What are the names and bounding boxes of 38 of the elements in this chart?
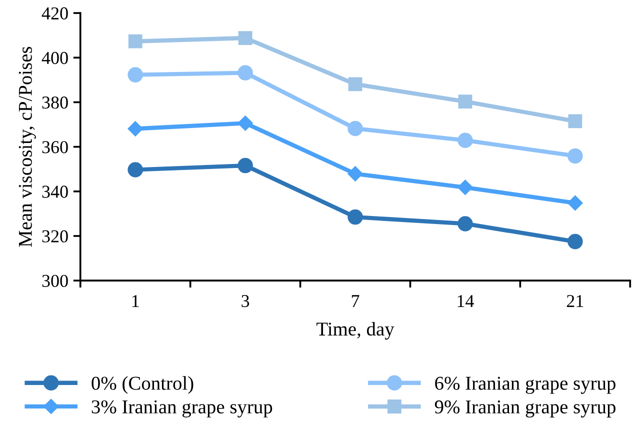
point [238,158,253,174]
y-tick-label: 300 [42,274,68,288]
legend-label: 6% Iranian grape syrup [435,376,616,394]
x-tick-label: 14 [458,295,474,307]
x-tick-label: 7 [352,295,360,307]
legend-label: 3% Iranian grape syrup [92,400,272,418]
point [458,180,473,195]
y-axis-title: Mean viscosity, cP/Poises [18,46,36,247]
point [568,114,582,128]
y-tick-label: 420 [42,7,68,20]
point [238,116,253,131]
x-tick-label: 1 [132,295,139,307]
legend-label: 9% Iranian grape syrup [434,400,616,418]
point [348,120,363,136]
point [348,166,363,182]
point [348,77,362,92]
y-tick-label: 320 [42,230,68,242]
point [458,132,473,148]
y-tick-label: 360 [42,141,68,154]
x-tick-label: 21 [566,295,584,307]
point [238,31,252,45]
x-axis-title: Time, day [316,322,394,340]
point [568,195,583,211]
y-tick-label: 340 [42,186,68,198]
point [458,94,472,108]
x-tick-label: 3 [242,295,250,308]
point [568,234,583,250]
point [238,65,253,80]
y-tick-label: 380 [42,96,68,109]
point [128,162,143,178]
point [348,209,363,225]
point [568,148,583,164]
point [128,121,143,136]
point [128,67,143,82]
y-tick-label: 400 [42,52,68,64]
legend-label: 0% (Control) [92,376,194,394]
point [128,34,142,48]
point [458,216,473,232]
